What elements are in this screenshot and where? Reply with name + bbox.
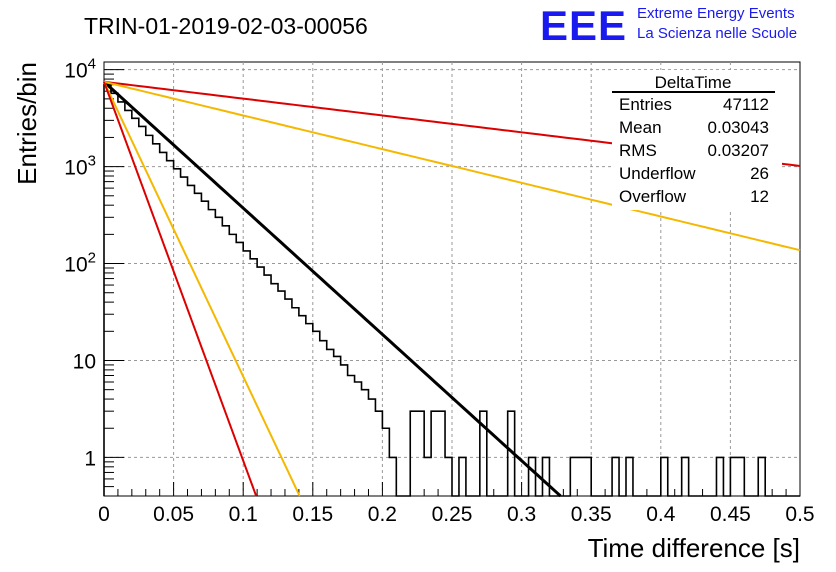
x-tick-label: 0.15 bbox=[292, 503, 333, 526]
fit-curve-3 bbox=[103, 81, 301, 497]
stats-label-mean: Mean bbox=[619, 118, 662, 137]
stats-value-rms: 0.03207 bbox=[708, 141, 769, 160]
histogram-steps bbox=[103, 83, 800, 497]
fit-curve-2 bbox=[103, 80, 801, 252]
stats-value-mean: 0.03043 bbox=[708, 118, 769, 137]
run-title: TRIN-01-2019-02-03-00056 bbox=[84, 13, 368, 39]
logo-line-2: La Scienza nelle Scuole bbox=[637, 25, 797, 42]
y-axis-label: Entries/bin bbox=[12, 62, 42, 185]
stats-value-underflow: 26 bbox=[750, 164, 769, 183]
stats-box-title: DeltaTime bbox=[655, 73, 732, 92]
histogram bbox=[103, 83, 800, 497]
stats-value-entries: 47112 bbox=[723, 95, 769, 114]
stats-value-overflow: 12 bbox=[750, 187, 769, 206]
x-tick-label: 0.3 bbox=[507, 503, 536, 526]
x-tick-label: 0.25 bbox=[432, 503, 473, 526]
stats-label-entries: Entries bbox=[619, 95, 672, 114]
fit-curve-4 bbox=[103, 81, 258, 497]
ticks: 0 0.05 0.1 0.15 0.2 0.25 0.3 0.35 0.4 0.45 0.5 1 10 1… bbox=[64, 56, 814, 526]
stats-label-rms: RMS bbox=[619, 141, 657, 160]
x-tick-label: 0.5 bbox=[785, 503, 814, 526]
eee-logo: EEE bbox=[540, 2, 627, 49]
y-tick-label: 103 bbox=[64, 153, 96, 180]
x-tick-label: 0 bbox=[98, 503, 110, 526]
x-tick-label: 0.45 bbox=[710, 503, 751, 526]
x-tick-label: 0.1 bbox=[229, 503, 258, 526]
x-tick-label: 0.2 bbox=[368, 503, 397, 526]
fit-curve-0 bbox=[102, 80, 562, 498]
y-tick-label: 1 bbox=[84, 447, 96, 470]
stats-box: DeltaTime Entries 47112 Mean 0.03043 RMS… bbox=[612, 70, 782, 210]
x-tick-label: 0.05 bbox=[153, 503, 194, 526]
x-tick-label: 0.35 bbox=[571, 503, 612, 526]
stats-label-underflow: Underflow bbox=[619, 164, 696, 183]
x-tick-label: 0.4 bbox=[646, 503, 676, 526]
stats-label-overflow: Overflow bbox=[619, 187, 687, 206]
stats-box-background bbox=[612, 70, 782, 210]
logo-line-1: Extreme Energy Events bbox=[637, 5, 795, 22]
y-tick-label: 104 bbox=[64, 56, 96, 83]
x-axis-label: Time difference [s] bbox=[588, 533, 800, 563]
y-tick-label: 10 bbox=[73, 350, 96, 373]
y-tick-label: 102 bbox=[64, 250, 96, 277]
